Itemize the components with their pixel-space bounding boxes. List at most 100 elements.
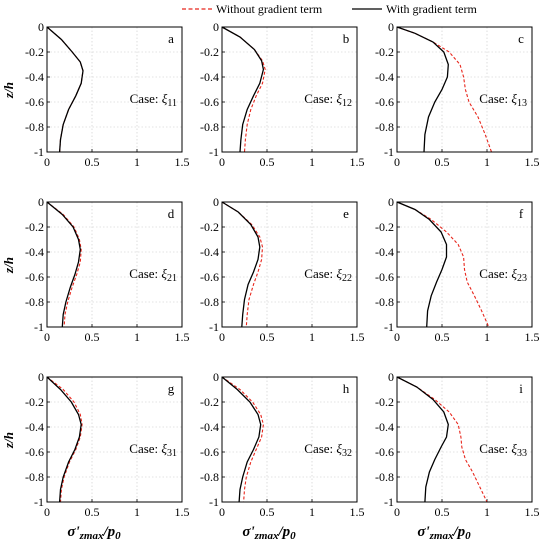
y-tick-label: -0.8	[25, 470, 44, 484]
plot-frame	[46, 376, 183, 503]
y-tick-label: -0.6	[200, 270, 219, 284]
y-tick-label: -0.8	[375, 295, 394, 309]
y-tick-label: -0.2	[200, 220, 219, 234]
y-tick-label: -0.8	[25, 295, 44, 309]
x-tick-label: 0	[394, 505, 400, 519]
series-with-gradient-i	[396, 376, 449, 503]
x-tick-label: 1.5	[525, 330, 540, 344]
series-with-gradient-c	[396, 26, 449, 153]
x-tick-label: 0.5	[260, 330, 275, 344]
x-tick-label: 0	[219, 505, 225, 519]
y-tick-label: 0	[213, 370, 219, 384]
series-with-gradient-b	[221, 26, 265, 153]
y-tick-label: -0.8	[25, 120, 44, 134]
y-tick-label: -1	[384, 495, 394, 509]
y-tick-label: -1	[34, 145, 44, 159]
case-label-b: Case: ξ12	[304, 91, 352, 109]
x-tick-label: 0.5	[435, 505, 450, 519]
plot-frame	[221, 376, 358, 503]
series-without-gradient-g	[46, 376, 83, 503]
y-tick-label: -0.2	[25, 220, 44, 234]
case-label-g: Case: ξ31	[129, 441, 177, 459]
y-tick-label: -0.4	[200, 70, 219, 84]
case-label-f: Case: ξ23	[479, 266, 527, 284]
y-tick-label: -0.6	[200, 95, 219, 109]
y-tick-label: -1	[34, 495, 44, 509]
y-tick-label: -0.6	[25, 95, 44, 109]
panel-letter-h: h	[343, 381, 350, 396]
plot-frame	[396, 201, 533, 328]
case-label-d: Case: ξ21	[129, 266, 177, 284]
x-tick-label: 1	[309, 330, 315, 344]
y-tick-label: -1	[384, 145, 394, 159]
panel-f: 0 0.5 1 1.5 0 -0.2 -0.4 -0.6 -0.8 -1 f Case: ξ23	[375, 195, 540, 344]
panel-letter-b: b	[343, 31, 350, 46]
panel-grid: 0 0.5 1 1.5 0 -0.2 -0.4 -0.6 -0.8 -1 a Case: ξ11 0 0.…	[25, 20, 540, 519]
y-tick-label: -0.4	[25, 70, 44, 84]
series-with-gradient-g	[46, 376, 82, 503]
y-axis-title-row-3: z/h	[1, 432, 16, 449]
y-tick-label: -0.6	[25, 445, 44, 459]
panel-letter-c: c	[518, 31, 524, 46]
y-tick-label: -0.4	[375, 70, 394, 84]
x-tick-label: 1.5	[350, 155, 365, 169]
plot-frame	[46, 201, 183, 328]
y-tick-label: 0	[213, 20, 219, 34]
x-tick-label: 1	[134, 155, 140, 169]
x-tick-label: 1.5	[350, 505, 365, 519]
y-tick-label: -0.6	[200, 445, 219, 459]
x-tick-label: 0.5	[435, 330, 450, 344]
x-tick-label: 1	[484, 155, 490, 169]
y-tick-label: -0.2	[200, 45, 219, 59]
x-tick-label: 1	[484, 505, 490, 519]
y-tick-label: 0	[388, 20, 394, 34]
x-tick-label: 0	[44, 330, 50, 344]
plot-frame	[221, 26, 358, 153]
panel-letter-i: i	[519, 381, 523, 396]
case-label-a: Case: ξ11	[130, 91, 177, 109]
y-axis-title-row-1: z/h	[1, 82, 16, 99]
y-tick-label: -0.2	[375, 220, 394, 234]
series-without-gradient-h	[221, 376, 264, 503]
y-tick-label: -0.6	[375, 270, 394, 284]
x-axis-title-col-3: σ'zmax/p0	[417, 524, 471, 542]
x-tick-label: 0	[394, 330, 400, 344]
y-tick-label: -0.2	[375, 45, 394, 59]
series-without-gradient-a	[46, 26, 84, 153]
x-tick-label: 0	[44, 155, 50, 169]
y-tick-label: -0.2	[25, 395, 44, 409]
x-tick-label: 1.5	[175, 330, 190, 344]
y-tick-label: -1	[384, 320, 394, 334]
y-tick-label: 0	[38, 20, 44, 34]
y-tick-label: -0.2	[375, 395, 394, 409]
series-without-gradient-f	[396, 201, 490, 328]
y-tick-label: -0.8	[200, 295, 219, 309]
x-tick-label: 1	[309, 505, 315, 519]
y-tick-label: -0.4	[200, 245, 219, 259]
y-tick-label: 0	[38, 195, 44, 209]
legend: Without gradient term With gradient term	[182, 2, 477, 16]
y-tick-label: -0.4	[25, 420, 44, 434]
y-axis-title-row-2: z/h	[1, 257, 16, 274]
x-tick-label: 1	[134, 330, 140, 344]
plot-frame	[221, 201, 358, 328]
panel-letter-d: d	[168, 206, 175, 221]
y-tick-label: -1	[209, 320, 219, 334]
x-tick-label: 0.5	[260, 155, 275, 169]
y-tick-label: -0.6	[25, 270, 44, 284]
y-tick-label: 0	[38, 370, 44, 384]
x-tick-label: 1.5	[175, 155, 190, 169]
y-tick-label: -0.6	[375, 95, 394, 109]
series-without-gradient-c	[396, 26, 493, 153]
x-tick-label: 1.5	[525, 155, 540, 169]
panel-letter-f: f	[519, 206, 524, 221]
panel-i: 0 0.5 1 1.5 0 -0.2 -0.4 -0.6 -0.8 -1 i Case: ξ33	[375, 370, 540, 519]
case-label-i: Case: ξ33	[479, 441, 527, 459]
y-tick-label: -0.8	[375, 470, 394, 484]
y-tick-label: 0	[388, 195, 394, 209]
y-tick-label: -0.4	[375, 420, 394, 434]
plot-frame	[396, 376, 533, 503]
x-tick-label: 1	[134, 505, 140, 519]
x-tick-label: 1	[309, 155, 315, 169]
series-without-gradient-b	[221, 26, 266, 153]
